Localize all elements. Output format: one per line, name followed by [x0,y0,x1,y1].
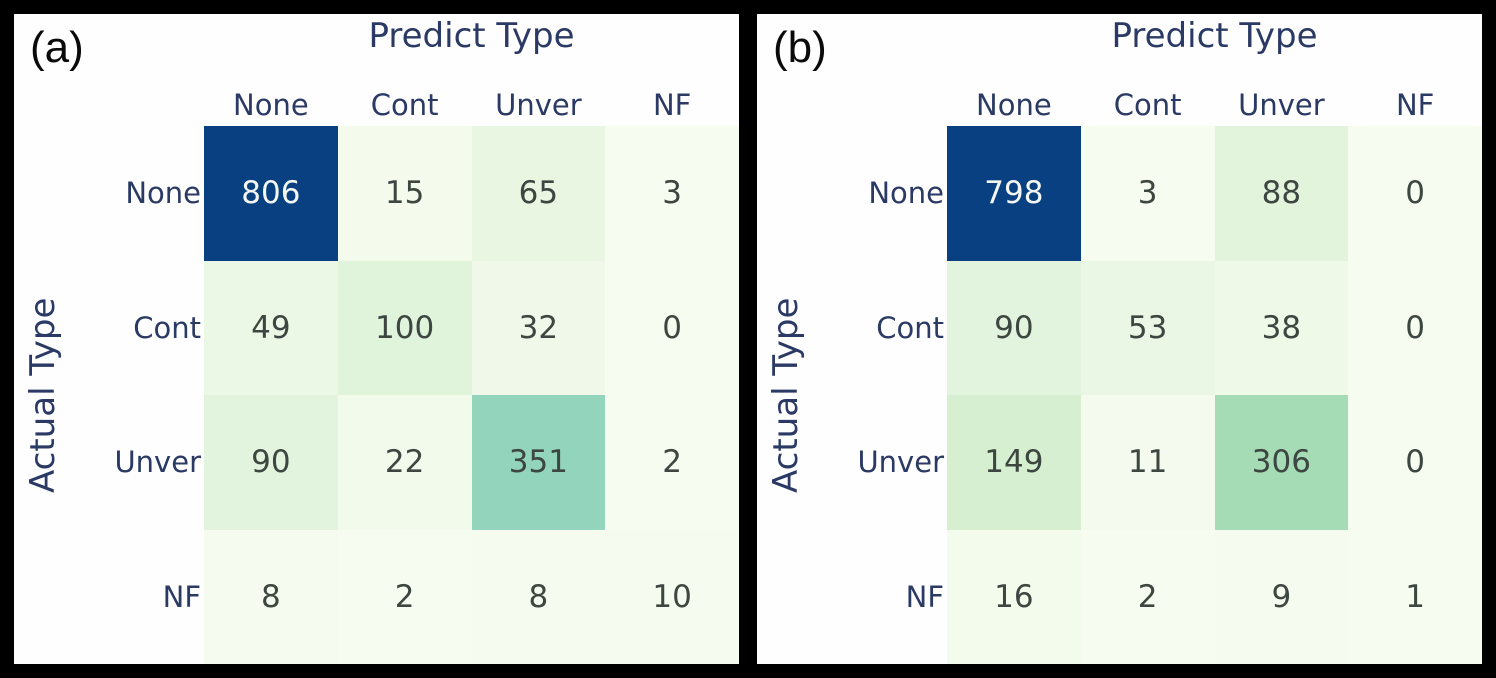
heatmap-cell: 15 [337,126,472,261]
heatmap-cell: 38 [1214,260,1349,395]
heatmap-cell: 100 [337,260,472,395]
heatmap-cell: 9 [1214,529,1349,664]
heatmap-cell: 32 [471,260,606,395]
heatmap-cell: 90 [204,395,338,530]
heatmap-cell: 0 [1348,260,1482,395]
heatmap-cell: 22 [337,395,472,530]
heatmap-cell: 10 [605,529,739,664]
heatmap-cell: 65 [471,126,606,261]
row-label: Unver [857,445,944,480]
row-label: None [125,176,201,211]
heatmap-cell: 3 [605,126,739,261]
x-axis-title-a: Predict Type [368,16,575,56]
heatmap-cell: 49 [204,260,338,395]
heatmap-cell: 2 [337,529,472,664]
heatmap-cell: 90 [947,260,1081,395]
heatmap-cell: 806 [204,126,338,261]
heatmap-cell: 11 [1080,395,1215,530]
row-label: Cont [133,310,201,345]
panel-tag-a: (a) [30,23,84,72]
row-label: None [868,176,944,211]
col-header: NF [652,88,692,122]
row-label: Unver [114,445,201,480]
row-label: NF [905,579,944,614]
col-header: None [233,88,309,122]
heatmap-cell: 16 [947,529,1081,664]
confusion-matrix-panel-b: (b) Predict Type Actual Type None Cont U… [757,14,1482,664]
row-label: Cont [876,310,944,345]
heatmap-cell: 351 [471,395,606,530]
heatmap-cell: 53 [1080,260,1215,395]
heatmap-cell: 149 [947,395,1081,530]
col-header: Unver [495,88,582,122]
panel-tag-b: (b) [773,23,827,72]
row-label: NF [162,579,201,614]
confusion-matrix-panel-a: (a) Predict Type Actual Type None Cont U… [14,14,739,664]
heatmap-cell: 2 [1080,529,1215,664]
heatmap-cell: 8 [471,529,606,664]
heatmap-cell: 8 [204,529,338,664]
heatmap-cell: 88 [1214,126,1349,261]
heatmap-cell: 3 [1080,126,1215,261]
heatmap-cell: 798 [947,126,1081,261]
heatmap-cell: 1 [1348,529,1482,664]
heatmap-cell: 0 [1348,126,1482,261]
heatmap-cell: 0 [605,260,739,395]
col-header: Cont [1113,88,1182,122]
heatmap-cell: 2 [605,395,739,530]
col-header: Unver [1238,88,1325,122]
col-header: None [976,88,1052,122]
col-header: NF [1395,88,1435,122]
heatmap-cell: 0 [1348,395,1482,530]
x-axis-title-b: Predict Type [1111,16,1318,56]
heatmap-cell: 306 [1214,395,1349,530]
col-header: Cont [370,88,439,122]
